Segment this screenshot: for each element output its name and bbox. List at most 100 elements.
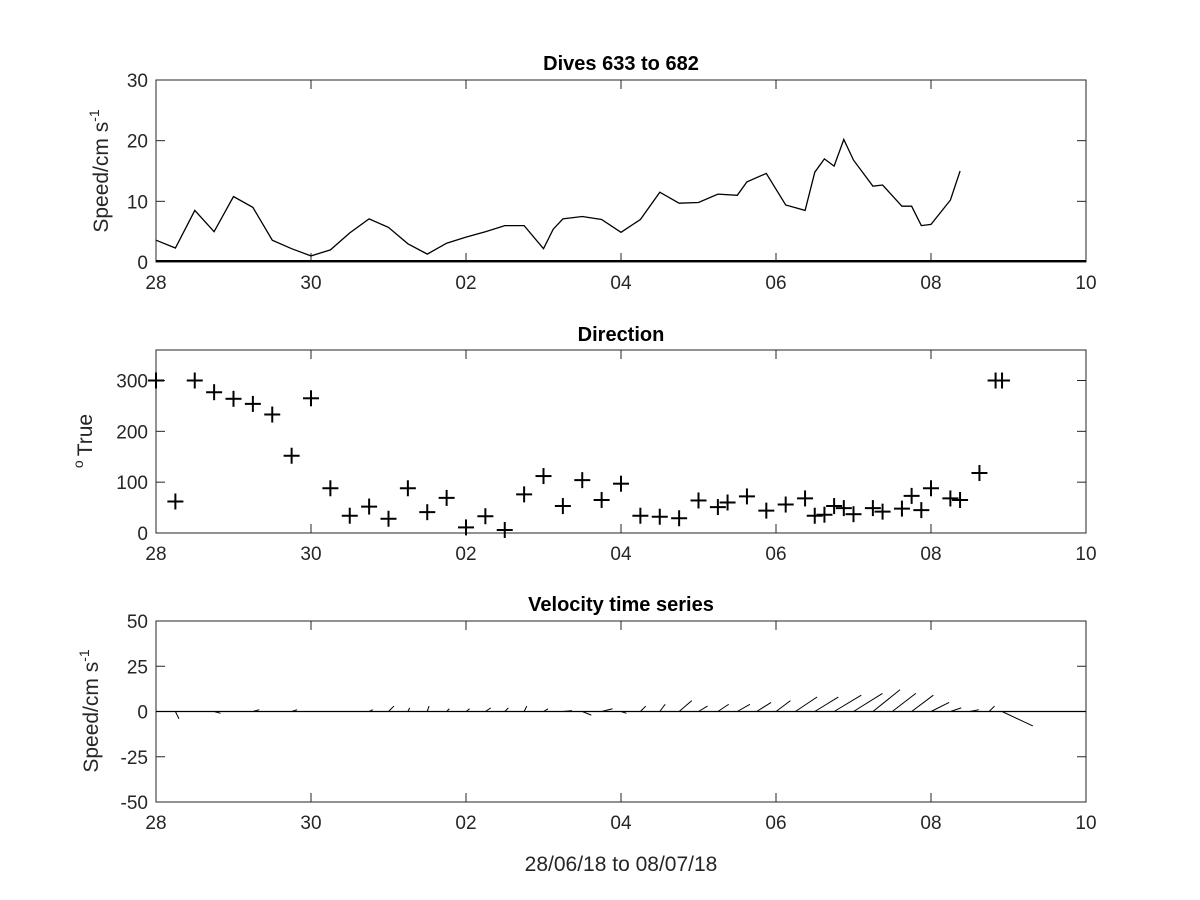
x-tick-label: 10 xyxy=(1075,813,1096,834)
velocity-stick xyxy=(213,711,221,714)
direction-point xyxy=(574,472,591,489)
x-tick-label: 06 xyxy=(765,273,786,294)
velocity-stick xyxy=(891,693,917,712)
direction-point xyxy=(399,480,416,497)
direction-point xyxy=(225,390,242,407)
velocity-stick xyxy=(291,709,298,712)
direction-point xyxy=(186,372,203,389)
direction-point xyxy=(651,508,668,525)
direction-point xyxy=(719,494,736,511)
direction-point xyxy=(264,406,281,423)
direction-point xyxy=(709,499,726,516)
velocity-stick xyxy=(640,705,647,712)
x-tick-label: 30 xyxy=(300,813,321,834)
speed-panel-title: Dives 633 to 682 xyxy=(543,53,699,75)
velocity-stick xyxy=(407,707,411,712)
velocity-stick xyxy=(717,703,730,712)
x-tick-label: 06 xyxy=(765,544,786,565)
speed-y-axis-label: Speed/cm s-1 xyxy=(86,109,113,233)
x-tick-label: 10 xyxy=(1075,544,1096,565)
direction-point xyxy=(971,465,988,482)
direction-point xyxy=(845,506,862,523)
x-tick-label: 30 xyxy=(300,544,321,565)
direction-point xyxy=(380,510,397,527)
velocity-stick xyxy=(698,705,708,712)
x-tick-label: 28 xyxy=(145,813,166,834)
velocity-stick xyxy=(853,692,883,712)
y-tick-label: 30 xyxy=(127,71,148,92)
velocity-panel: Velocity time series 28 30 02 04 06 08 10 50 25 0… xyxy=(76,594,1097,876)
direction-point xyxy=(148,372,164,389)
y-tick-label: 300 xyxy=(116,372,148,393)
direction-point xyxy=(516,486,533,503)
velocity-stick xyxy=(756,702,772,712)
velocity-stick xyxy=(426,705,430,712)
x-tick-label: 10 xyxy=(1075,273,1096,294)
direction-point xyxy=(826,498,843,515)
velocity-stick xyxy=(174,711,180,719)
direction-point xyxy=(438,489,455,506)
x-tick-label: 08 xyxy=(920,544,941,565)
speed-line xyxy=(155,137,961,257)
velocity-stick xyxy=(620,711,627,714)
velocity-stick xyxy=(504,707,509,712)
y-tick-label: 25 xyxy=(127,657,148,678)
velocity-stick xyxy=(523,705,528,712)
y-tick-label: 20 xyxy=(127,132,148,153)
velocity-stick xyxy=(543,708,549,712)
velocity-stick xyxy=(485,707,492,712)
direction-y-axis-label: oTrue xyxy=(70,414,97,468)
direction-point xyxy=(952,491,969,508)
direction-point xyxy=(419,504,436,521)
x-tick-label: 02 xyxy=(455,273,476,294)
velocity-stick xyxy=(988,705,995,712)
direction-point xyxy=(496,521,513,538)
x-tick-label: 30 xyxy=(300,273,321,294)
velocity-series xyxy=(156,689,1086,727)
direction-point xyxy=(477,508,494,525)
velocity-stick xyxy=(1001,711,1034,727)
velocity-stick xyxy=(678,700,693,712)
speed-panel: Dives 633 to 682 28 30 02 04 06 08 10 0 10 20 30 S… xyxy=(86,53,1097,294)
velocity-stick xyxy=(388,705,395,712)
velocity-stick xyxy=(872,689,901,712)
direction-point xyxy=(613,475,629,492)
x-tick-label: 02 xyxy=(455,544,476,565)
direction-point xyxy=(554,498,571,515)
velocity-stick xyxy=(252,709,260,712)
direction-point xyxy=(690,492,707,509)
direction-panel-title: Direction xyxy=(578,324,665,346)
y-tick-label: 0 xyxy=(137,703,148,724)
speed-ticks: 28 30 02 04 06 08 10 0 10 20 30 xyxy=(127,71,1097,294)
x-tick-label: 08 xyxy=(920,273,941,294)
direction-point xyxy=(758,502,775,519)
y-tick-label: 50 xyxy=(127,612,148,633)
y-tick-label: 0 xyxy=(137,253,148,274)
velocity-stick xyxy=(795,696,818,712)
direction-point xyxy=(535,468,552,485)
direction-point xyxy=(864,500,881,517)
velocity-x-axis-label: 28/06/18 to 08/07/18 xyxy=(525,853,718,876)
direction-point xyxy=(458,519,474,536)
direction-point xyxy=(816,506,833,523)
velocity-stick xyxy=(446,708,450,712)
direction-point xyxy=(797,490,814,507)
direction-point xyxy=(994,372,1011,389)
velocity-y-axis-label: Speed/cm s-1 xyxy=(76,649,103,773)
direction-point xyxy=(835,500,852,517)
direction-point xyxy=(593,491,610,508)
x-tick-label: 08 xyxy=(920,813,941,834)
direction-point xyxy=(206,384,223,401)
velocity-stick xyxy=(465,708,470,712)
direction-point xyxy=(874,503,891,520)
direction-point xyxy=(913,502,930,519)
y-tick-label: 100 xyxy=(116,473,148,494)
velocity-stick xyxy=(601,708,613,712)
velocity-stick xyxy=(930,702,950,712)
direction-point xyxy=(777,496,794,513)
direction-point xyxy=(244,395,261,412)
